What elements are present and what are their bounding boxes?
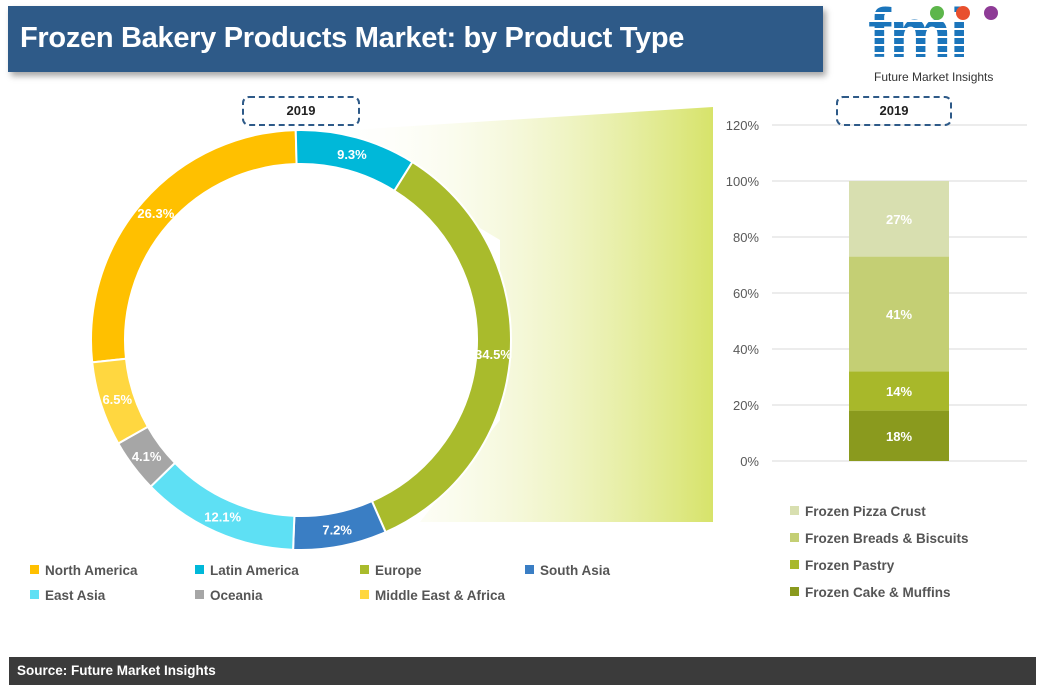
bar-segment-frozen-pizza-crust xyxy=(849,181,949,257)
legend-swatch xyxy=(30,565,39,574)
legend-label: Oceania xyxy=(210,588,263,603)
legend-label: Europe xyxy=(375,563,422,578)
logo-letters: fmi xyxy=(868,0,969,72)
donut-data-label: 7.2% xyxy=(322,523,352,538)
legend-item: Frozen Pastry xyxy=(790,558,894,573)
donut-data-label: 6.5% xyxy=(102,392,132,407)
legend-item: North America xyxy=(30,563,138,578)
y-tick-label: 20% xyxy=(733,398,759,413)
legend-item: East Asia xyxy=(30,588,105,603)
legend-item: South Asia xyxy=(525,563,610,578)
bar-axis: 0% 20% 40% 60% 80% 100% 120% xyxy=(726,118,1027,469)
legend-label: North America xyxy=(45,563,138,578)
legend-item: Middle East & Africa xyxy=(360,588,505,603)
donut-data-label: 4.1% xyxy=(132,449,162,464)
legend-swatch xyxy=(790,533,799,542)
legend-label: Frozen Pastry xyxy=(805,558,895,573)
logo-globe-icon xyxy=(956,6,970,20)
bar-data-label: 18% xyxy=(886,429,912,444)
legend-swatch xyxy=(790,560,799,569)
legend-swatch xyxy=(525,565,534,574)
legend-item: Frozen Pizza Crust xyxy=(790,504,926,519)
legend-swatch xyxy=(790,587,799,596)
y-tick-label: 80% xyxy=(733,230,759,245)
callout-funnel xyxy=(318,107,713,522)
bar-data-label: 41% xyxy=(886,307,912,322)
bar-segment-frozen-cake-muffins xyxy=(849,410,949,461)
legend-item: Europe xyxy=(360,563,422,578)
donut-labels: 26.3% 9.3% 34.5% 7.2% 12.1% 4.1% 6.5% xyxy=(102,147,512,538)
logo-globe-icon xyxy=(930,6,944,20)
legend-item: Frozen Cake & Muffins xyxy=(790,585,951,600)
legend-label: Latin America xyxy=(210,563,299,578)
bar-data-label: 27% xyxy=(886,212,912,227)
legend-swatch xyxy=(195,565,204,574)
donut-data-label: 34.5% xyxy=(475,347,512,362)
donut-data-label: 9.3% xyxy=(337,147,367,162)
y-tick-label: 60% xyxy=(733,286,759,301)
bar-year-label: 2019 xyxy=(836,96,952,126)
legend-label: Frozen Pizza Crust xyxy=(805,504,926,519)
donut-chart xyxy=(90,129,512,551)
footer: Source: Future Market Insights xyxy=(9,657,1036,685)
donut-slice-north-america xyxy=(90,129,298,364)
donut-data-label: 12.1% xyxy=(204,509,241,524)
legend-item: Frozen Breads & Biscuits xyxy=(790,531,969,546)
bar-segment-frozen-pastry xyxy=(849,371,949,411)
y-tick-label: 0% xyxy=(740,454,759,469)
legend-swatch xyxy=(360,565,369,574)
legend-item: Latin America xyxy=(195,563,299,578)
legend-item: Oceania xyxy=(195,588,263,603)
y-tick-label: 40% xyxy=(733,342,759,357)
donut-year-label: 2019 xyxy=(242,96,360,126)
donut-data-label: 26.3% xyxy=(137,206,174,221)
source-note: Source: Future Market Insights xyxy=(17,663,216,678)
legend-swatch xyxy=(195,590,204,599)
legend-swatch xyxy=(790,506,799,515)
donut-slice-east-asia xyxy=(149,461,296,551)
stacked-bar-chart: 18% 14% 41% 27% xyxy=(849,181,949,461)
title-bar: Frozen Bakery Products Market: by Produc… xyxy=(8,6,823,72)
legend-swatch xyxy=(30,590,39,599)
legend-swatch xyxy=(360,590,369,599)
legend-label: Middle East & Africa xyxy=(375,588,506,603)
bar-segment-frozen-breads-biscuits xyxy=(849,256,949,372)
legend-label: South Asia xyxy=(540,563,611,578)
fmi-logo: fmi Future Market Insights xyxy=(862,0,1037,87)
logo-globe-icon xyxy=(984,6,998,20)
legend-label: Frozen Breads & Biscuits xyxy=(805,531,969,546)
page-title: Frozen Bakery Products Market: by Produc… xyxy=(20,22,685,54)
y-tick-label: 120% xyxy=(726,118,760,133)
logo-tagline: Future Market Insights xyxy=(874,70,994,84)
bar-data-label: 14% xyxy=(886,384,912,399)
legend-label: East Asia xyxy=(45,588,106,603)
donut-slice-middle-east-africa xyxy=(91,357,150,445)
legend-label: Frozen Cake & Muffins xyxy=(805,585,951,600)
y-tick-label: 100% xyxy=(726,174,760,189)
